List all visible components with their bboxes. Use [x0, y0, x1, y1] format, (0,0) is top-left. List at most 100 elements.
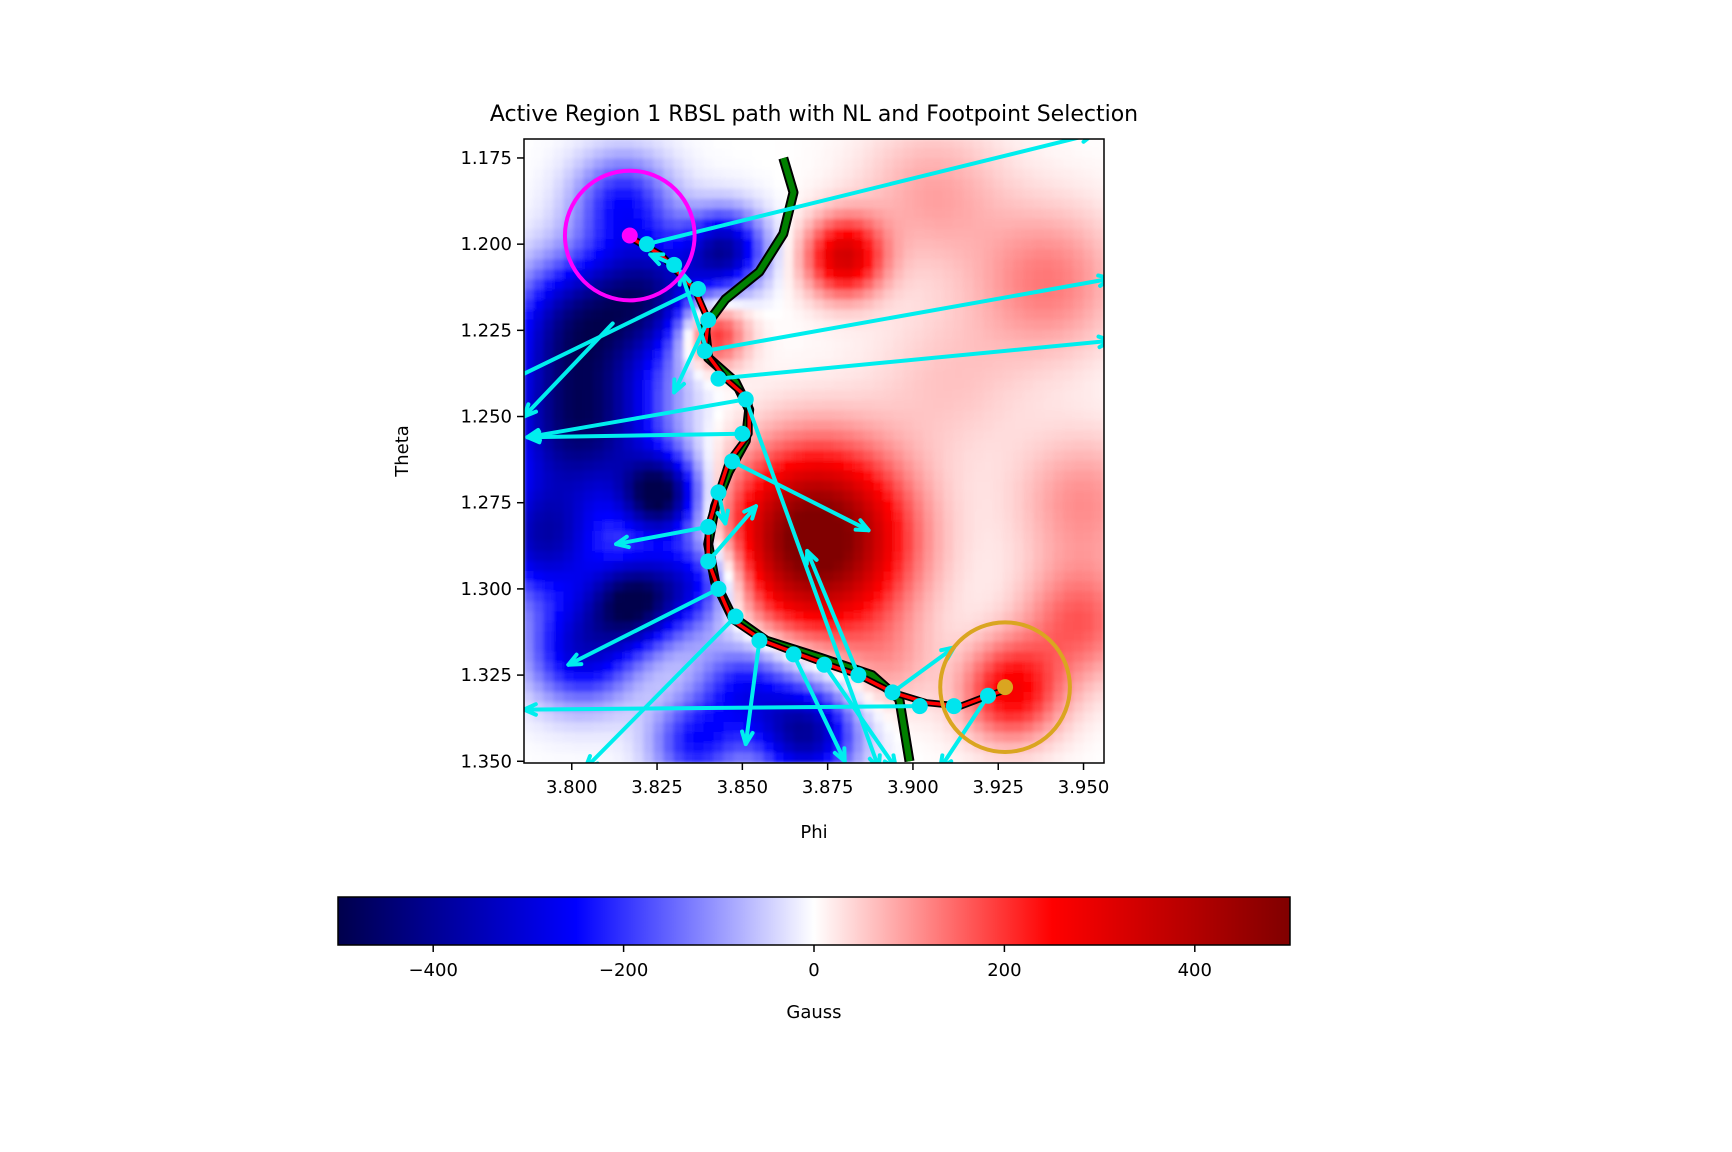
field-cell [893, 410, 905, 422]
field-cell [753, 510, 765, 523]
field-cell [1033, 671, 1045, 684]
field-cell [1003, 440, 1015, 452]
field-cell [633, 641, 645, 653]
field-cell [893, 218, 905, 231]
field-cell [903, 319, 915, 331]
field-cell [643, 571, 655, 583]
field-cell [833, 732, 845, 744]
field-cell [933, 530, 945, 543]
field-cell [1083, 410, 1095, 422]
field-cell [633, 591, 645, 603]
field-cell [1043, 540, 1055, 553]
field-cell [643, 490, 655, 502]
field-cell [563, 601, 575, 613]
field-cell [973, 540, 985, 553]
field-cell [773, 551, 785, 563]
field-cell [663, 139, 675, 150]
field-cell [603, 490, 615, 502]
field-cell [683, 460, 695, 472]
field-cell [943, 269, 955, 281]
field-cell [903, 671, 915, 684]
field-cell [1033, 319, 1045, 331]
field-cell [923, 299, 935, 311]
field-cell [1003, 722, 1015, 734]
field-cell [1083, 480, 1095, 492]
field-cell [673, 641, 685, 653]
field-cell [1083, 369, 1095, 382]
field-cell [603, 712, 615, 724]
field-cell [1073, 732, 1085, 744]
field-cell [693, 601, 705, 613]
field-cell [963, 712, 975, 724]
field-cell [593, 591, 605, 603]
field-cell [1043, 369, 1055, 382]
field-cell [963, 651, 975, 663]
field-cell [853, 470, 865, 482]
field-cell [813, 470, 825, 482]
field-cell [833, 420, 845, 432]
field-cell [613, 712, 625, 724]
field-cell [1013, 379, 1025, 392]
field-cell [583, 359, 595, 372]
field-cell [893, 168, 905, 180]
field-cell [1043, 561, 1055, 573]
field-cell [753, 540, 765, 553]
field-cell [693, 611, 705, 623]
field-cell [573, 259, 585, 271]
field-cell [713, 148, 725, 160]
field-cell [813, 309, 825, 321]
field-cell [813, 259, 825, 271]
field-cell [1093, 681, 1104, 694]
field-cell [993, 359, 1005, 372]
field-cell [693, 671, 705, 684]
field-cell [524, 611, 535, 623]
field-cell [663, 530, 675, 543]
field-cell [1043, 228, 1055, 241]
field-cell [703, 148, 715, 160]
field-cell [603, 671, 615, 684]
field-cell [743, 500, 755, 512]
field-cell [803, 561, 815, 573]
x-axis: 3.800 3.825 3.850 3.875 3.900 3.925 3.950 [546, 763, 1109, 798]
field-cell [1023, 208, 1035, 221]
field-cell [853, 621, 865, 633]
field-cell [593, 752, 605, 763]
field-cell [913, 551, 925, 563]
field-cell [923, 742, 935, 754]
field-cell [1083, 561, 1095, 573]
field-cell [1023, 450, 1035, 462]
field-cell [1003, 651, 1015, 663]
field-cell [1023, 460, 1035, 472]
field-cell [723, 329, 735, 341]
field-cell [613, 440, 625, 452]
field-cell [713, 349, 725, 362]
field-cell [793, 349, 805, 362]
field-cell [593, 139, 605, 150]
path-sample-point [737, 391, 754, 408]
field-cell [603, 420, 615, 432]
field-cell [913, 581, 925, 593]
field-cell [793, 742, 805, 754]
field-cell [693, 228, 705, 241]
field-cell [643, 691, 655, 704]
field-cell [1003, 208, 1015, 221]
field-cell [1033, 500, 1045, 512]
field-cell [1053, 460, 1065, 472]
field-cell [893, 621, 905, 633]
field-cell [683, 440, 695, 452]
field-cell [833, 722, 845, 734]
field-cell [893, 379, 905, 392]
field-cell [533, 178, 545, 190]
path-sample-point [850, 667, 867, 684]
field-cell [743, 208, 755, 221]
field-cell [693, 732, 705, 744]
field-cell [903, 641, 915, 653]
field-cell [873, 168, 885, 180]
field-cell [663, 319, 675, 331]
field-cell [723, 279, 735, 291]
field-cell [833, 460, 845, 472]
field-cell [603, 691, 615, 704]
field-cell [653, 239, 665, 251]
field-cell [603, 369, 615, 382]
field-cell [963, 279, 975, 291]
